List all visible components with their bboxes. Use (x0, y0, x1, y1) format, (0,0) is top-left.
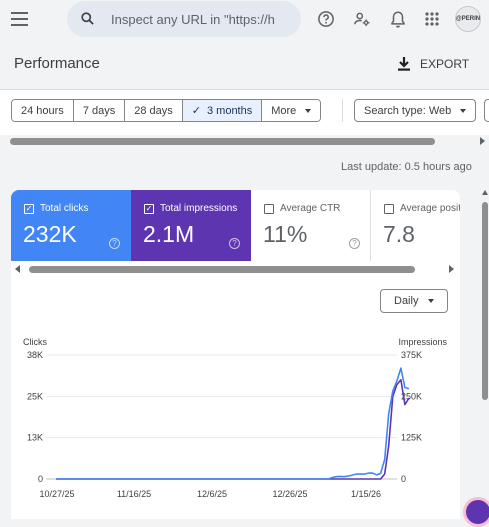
assistant-fab-icon[interactable] (463, 497, 489, 527)
range-label: 7 days (82, 104, 116, 117)
apps-grid-icon[interactable] (421, 8, 443, 30)
url-inspection-search[interactable] (67, 1, 301, 37)
checkbox-unchecked-icon (264, 203, 274, 214)
right-tick-label: 125K (401, 433, 422, 443)
performance-card: ✓ Total clicks 232K ? ✓ Total impressions … (11, 190, 460, 519)
right-axis-title: Impressions (398, 337, 447, 347)
x-tick-label: 10/27/25 (39, 489, 74, 499)
left-axis-title: Clicks (23, 337, 47, 347)
x-tick-label: 12/26/25 (272, 489, 307, 499)
left-tick-label: 25K (27, 391, 43, 401)
export-label: EXPORT (420, 57, 470, 71)
download-icon (398, 57, 410, 71)
dropdown-arrow-icon (428, 299, 435, 303)
left-tick-label: 13K (27, 433, 43, 443)
help-icon[interactable]: ? (109, 238, 120, 249)
filter-scrollbar[interactable] (10, 138, 435, 145)
performance-chart: 38K 375K 25K 250K 13K 125K 0 0 Clicks Impressions… (23, 337, 448, 499)
metric-label: Total clicks (40, 203, 89, 214)
metric-value: 7.8 (383, 221, 415, 247)
metric-value: 232K (23, 221, 77, 247)
range-label: 24 hours (21, 104, 64, 117)
scroll-left-icon[interactable] (15, 265, 20, 273)
metric-value: 11% (263, 221, 308, 247)
metric-total-clicks[interactable]: ✓ Total clicks 232K ? (11, 190, 131, 261)
manage-accounts-icon[interactable] (351, 8, 373, 30)
x-tick-label: 11/16/25 (117, 489, 151, 499)
checkbox-unchecked-icon (384, 203, 394, 214)
menu-icon[interactable] (11, 12, 28, 26)
range-label: 28 days (134, 104, 173, 117)
check-icon: ✓ (191, 105, 201, 117)
last-update-text: Last update: 0.5 hours ago (341, 161, 472, 173)
x-tick-label: 1/15/26 (351, 489, 381, 499)
checkbox-checked-icon: ✓ (144, 203, 154, 214)
range-more-dropdown[interactable]: More (262, 100, 321, 121)
filter-bar: 24 hours 7 days 28 days ✓ 3 months More S… (0, 90, 489, 135)
granularity-label: Daily (394, 295, 419, 307)
scroll-right-icon[interactable] (480, 137, 485, 145)
dropdown-arrow-icon (460, 108, 467, 113)
page-header: Performance EXPORT (0, 38, 489, 90)
search-input[interactable] (111, 10, 286, 28)
dropdown-arrow-icon (305, 108, 312, 113)
scrollbar-thumb[interactable] (482, 202, 488, 400)
metric-label: Average CTR (280, 203, 341, 214)
right-tick-label: 375K (401, 350, 422, 360)
range-7-days[interactable]: 7 days (73, 100, 126, 121)
range-24-hours[interactable]: 24 hours (12, 100, 74, 121)
range-label: More (271, 104, 297, 117)
range-3-months[interactable]: ✓ 3 months (182, 100, 263, 121)
left-tick-label: 38K (27, 350, 43, 360)
divider (342, 99, 343, 122)
metrics-scrollbar[interactable] (29, 266, 415, 273)
page-scrollbar[interactable] (482, 190, 489, 400)
metric-value: 2.1M (143, 221, 195, 247)
series-line (56, 379, 410, 480)
search-type-label: Search type: Web (364, 104, 452, 117)
export-button[interactable]: EXPORT (398, 54, 469, 74)
notifications-icon[interactable] (387, 8, 409, 30)
help-icon[interactable]: ? (349, 238, 360, 249)
search-type-filter[interactable]: Search type: Web (354, 99, 477, 122)
metric-label: Total impressions (160, 203, 238, 214)
scroll-right-icon[interactable] (449, 265, 454, 273)
range-28-days[interactable]: 28 days (125, 100, 183, 121)
metric-average-ctr[interactable]: Average CTR 11% ? (251, 190, 371, 261)
x-tick-label: 12/6/25 (197, 489, 227, 499)
help-icon[interactable]: ? (229, 238, 240, 249)
left-tick-label: 0 (38, 474, 43, 484)
granularity-dropdown[interactable]: Daily (380, 289, 448, 313)
right-tick-label: 250K (401, 391, 422, 401)
help-icon[interactable] (315, 8, 337, 30)
range-label: 3 months (206, 104, 253, 117)
add-filter-button[interactable] (484, 99, 489, 122)
checkbox-checked-icon: ✓ (24, 203, 34, 214)
avatar[interactable]: @PERIN (455, 6, 481, 32)
page-title: Performance (14, 55, 100, 72)
metric-total-impressions[interactable]: ✓ Total impressions 2.1M ? (131, 190, 251, 261)
top-app-bar: @PERIN (0, 0, 489, 38)
right-tick-label: 0 (401, 474, 406, 484)
series-line (56, 367, 410, 480)
search-icon (81, 12, 94, 25)
scroll-up-icon[interactable] (482, 190, 488, 195)
metric-average-position[interactable]: Average positi 7.8 (371, 190, 460, 261)
date-range-group: 24 hours 7 days 28 days ✓ 3 months More (11, 99, 322, 122)
metric-label: Average positi (400, 203, 460, 214)
